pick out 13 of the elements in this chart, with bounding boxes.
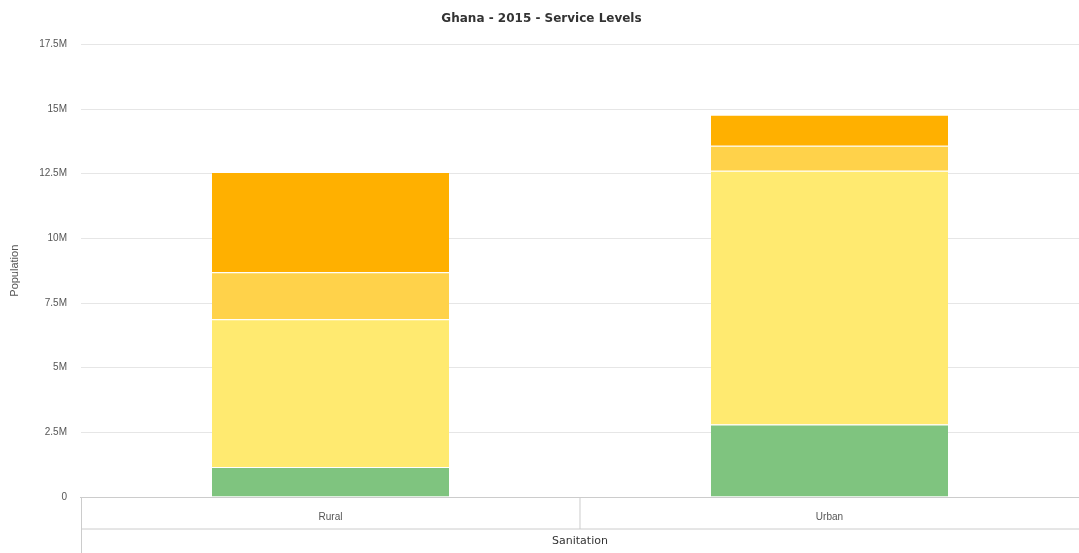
y-tick-label: 12.5M: [39, 167, 67, 179]
x-axis-title: Sanitation: [552, 533, 608, 547]
y-tick-label: 15M: [47, 102, 67, 114]
y-tick-label: 2.5M: [44, 426, 67, 438]
y-tick-label: 5M: [53, 361, 67, 373]
y-axis-title: Population: [7, 244, 20, 297]
chart-title: Ghana - 2015 - Service Levels: [441, 11, 642, 26]
x-tick-label: Rural: [318, 510, 343, 522]
y-tick-label: 0: [61, 490, 68, 502]
y-tick-label: 17.5M: [39, 38, 67, 50]
x-tick-label: Urban: [815, 510, 844, 522]
y-tick-label: 10M: [47, 232, 67, 244]
y-tick-label: 7.5M: [44, 296, 67, 308]
